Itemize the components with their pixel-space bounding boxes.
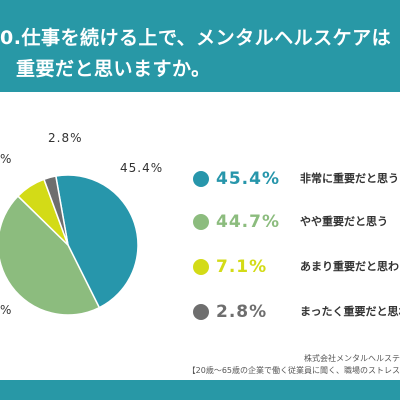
legend-text-very-important: 非常に重要だと思う <box>300 172 399 185</box>
legend-text-somewhat-important: やや重要だと思う <box>300 215 388 228</box>
legend-pct-very-important: 45.4% <box>216 169 280 189</box>
pie-label-45-4: 45.4% <box>120 161 164 175</box>
legend-text-not-very-important: あまり重要だと思わ <box>300 260 399 273</box>
pie-chart <box>0 174 139 316</box>
pie-slice-0 <box>54 174 139 309</box>
legend-item-somewhat-important: 44.7% やや重要だと思う <box>190 212 400 236</box>
legend-dot-somewhat-important <box>193 214 209 230</box>
pie-slice-3 <box>43 175 69 246</box>
legend-pct-not-important-at-all: 2.8% <box>216 302 268 322</box>
legend-text-not-important-at-all: まったく重要だと思わ <box>300 305 400 318</box>
legend-item-not-very-important: 7.1% あまり重要だと思わ <box>190 257 400 281</box>
question-line-2: 重要だと思いますか。 <box>16 58 211 80</box>
pie-label-44-7-fragment: % <box>0 303 13 317</box>
legend-dot-not-very-important <box>193 259 209 275</box>
legend-pct-not-very-important: 7.1% <box>216 257 268 277</box>
pie-label-2-8: 2.8% <box>48 131 83 145</box>
legend-dot-very-important <box>193 171 209 187</box>
question-line-1: 0.仕事を続ける上で、メンタルヘルスケアは <box>0 27 392 49</box>
question-header: 0.仕事を続ける上で、メンタルヘルスケアは 重要だと思いますか。 <box>0 0 400 92</box>
legend-dot-not-important-at-all <box>193 304 209 320</box>
legend-item-not-important-at-all: 2.8% まったく重要だと思わ <box>190 302 400 326</box>
legend-item-very-important: 45.4% 非常に重要だと思う <box>190 169 400 193</box>
pie-label-7-1-fragment: % <box>0 152 13 166</box>
source-line-1: 株式会社メンタルヘルステ <box>304 354 400 363</box>
source-line-2: 【20歳～65歳の企業で働く従業員に聞く、職場のストレス <box>187 366 400 375</box>
legend-pct-somewhat-important: 44.7% <box>216 212 280 232</box>
footer-bar <box>0 380 400 400</box>
pie-slice-1 <box>0 194 101 316</box>
